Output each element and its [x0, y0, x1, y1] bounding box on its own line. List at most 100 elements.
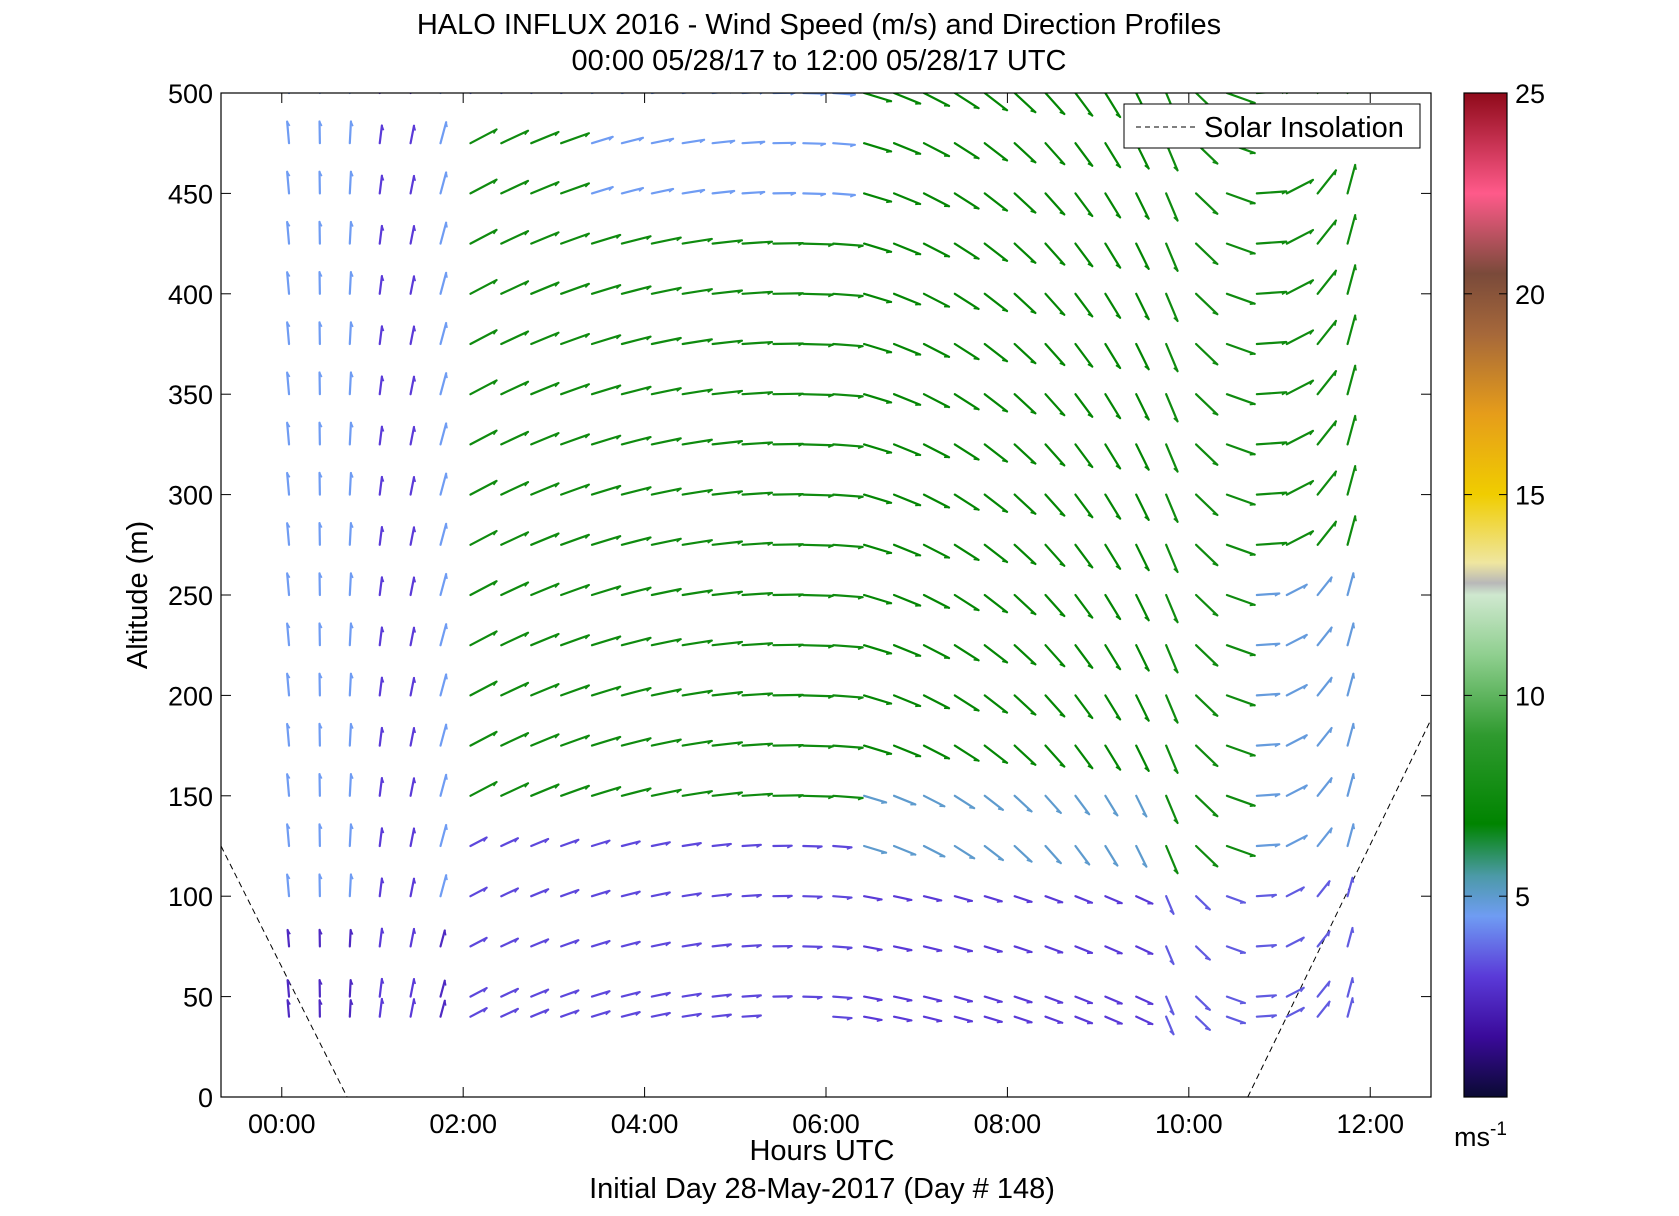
wind-arrow-head — [1281, 441, 1287, 446]
wind-arrow — [1225, 744, 1256, 757]
wind-arrow-head — [737, 641, 743, 646]
wind-arrow-head — [381, 828, 385, 834]
wind-arrow-head — [615, 786, 621, 792]
wind-arrow — [953, 543, 980, 562]
wind-arrow-head — [584, 584, 590, 590]
wind-arrow — [590, 185, 614, 195]
wind-arrow — [802, 694, 834, 698]
wind-arrow-head — [726, 993, 732, 998]
wind-arrow — [953, 744, 980, 762]
wind-arrow — [892, 142, 922, 155]
wind-arrow-head — [413, 426, 417, 432]
wind-arrow-head — [1274, 693, 1280, 698]
wind-arrow-head — [886, 401, 892, 404]
wind-arrow — [348, 120, 353, 145]
wind-arrow — [530, 482, 560, 496]
wind-arrow — [983, 844, 1005, 862]
wind-arrow-head — [584, 182, 590, 188]
wind-arrow-head — [646, 637, 652, 642]
wind-arrow — [1013, 995, 1033, 1004]
wind-arrow — [983, 192, 1009, 212]
wind-arrow-head — [1087, 765, 1093, 769]
wind-arrow-head — [857, 646, 863, 650]
wind-arrow — [741, 140, 766, 145]
wind-arrow — [1013, 543, 1037, 566]
wind-arrow-head — [1354, 465, 1357, 472]
wind-arrow — [439, 723, 448, 747]
wind-arrow-head — [857, 245, 863, 249]
wind-arrow — [1104, 342, 1122, 370]
wind-arrow-head — [676, 337, 682, 342]
wind-arrow — [590, 434, 622, 446]
wind-arrow — [1013, 342, 1037, 365]
wind-arrow — [1104, 644, 1122, 671]
wind-arrow-head — [676, 688, 682, 694]
wind-arrow-head — [413, 677, 417, 683]
wind-arrow-head — [1173, 166, 1179, 171]
wind-arrow-head — [1351, 978, 1355, 984]
wind-arrow — [832, 844, 853, 849]
wind-arrow-head — [696, 942, 702, 948]
wind-arrow — [862, 995, 883, 1001]
wind-arrow — [1346, 163, 1357, 195]
wind-arrow-head — [1300, 1007, 1305, 1013]
wind-arrow-head — [1087, 162, 1093, 167]
wind-arrow — [348, 271, 353, 295]
wind-arrow — [772, 593, 804, 597]
wind-arrow — [500, 330, 530, 346]
wind-arrow — [741, 340, 774, 346]
wind-arrow-head — [1115, 565, 1121, 570]
wind-arrow — [650, 537, 682, 546]
wind-arrow-head — [492, 430, 498, 436]
wind-arrow — [1255, 190, 1288, 195]
x-axis-label: Hours UTC — [749, 1135, 894, 1167]
wind-arrow — [1044, 844, 1062, 865]
wind-arrow-head — [524, 632, 529, 638]
wind-arrow — [1135, 794, 1148, 818]
y-tick-label: 200 — [168, 681, 213, 711]
wind-arrow-head — [286, 623, 291, 629]
wind-arrow-head — [827, 444, 834, 449]
wind-arrow — [832, 644, 864, 649]
wind-arrow-head — [1351, 998, 1355, 1004]
wind-arrow — [1194, 242, 1219, 266]
wind-arrow — [1285, 178, 1315, 195]
wind-arrow-head — [1144, 315, 1150, 320]
wind-arrow — [1074, 242, 1094, 268]
wind-arrow — [469, 379, 498, 396]
wind-arrow-head — [1352, 673, 1356, 679]
wind-arrow-head — [524, 682, 529, 688]
wind-arrow-head — [1030, 461, 1036, 465]
wind-arrow — [1255, 692, 1281, 697]
wind-arrow — [772, 492, 804, 496]
wind-arrow — [500, 230, 530, 245]
wind-arrow-head — [1002, 208, 1008, 212]
wind-arrow — [922, 644, 951, 660]
wind-arrow-head — [492, 781, 498, 787]
wind-arrow — [862, 1015, 883, 1022]
wind-arrow — [650, 841, 671, 848]
wind-arrow — [1013, 393, 1037, 415]
wind-arrow-head — [1030, 511, 1036, 515]
wind-arrow — [953, 142, 980, 160]
wind-arrow-head — [886, 301, 892, 304]
colorbar-gradient — [1464, 93, 1507, 1097]
wind-arrow-head — [605, 940, 611, 946]
wind-arrow-head — [381, 777, 385, 784]
wind-arrow-head — [1144, 164, 1150, 170]
wind-arrow — [1074, 995, 1094, 1005]
wind-arrow-head — [1173, 668, 1179, 673]
wind-arrow — [1225, 292, 1256, 305]
wind-arrow — [1194, 292, 1219, 316]
wind-arrow-head — [381, 978, 385, 984]
wind-arrow — [922, 593, 951, 609]
wind-arrow — [378, 877, 384, 898]
wind-arrow-head — [1115, 766, 1121, 771]
wind-arrow-head — [1115, 264, 1121, 269]
wind-arrow — [1285, 583, 1308, 597]
wind-arrow-head — [1059, 563, 1065, 567]
wind-arrow-head — [876, 948, 882, 952]
wind-arrow-head — [820, 93, 826, 97]
wind-arrow — [439, 171, 448, 195]
wind-arrow — [1255, 491, 1288, 496]
